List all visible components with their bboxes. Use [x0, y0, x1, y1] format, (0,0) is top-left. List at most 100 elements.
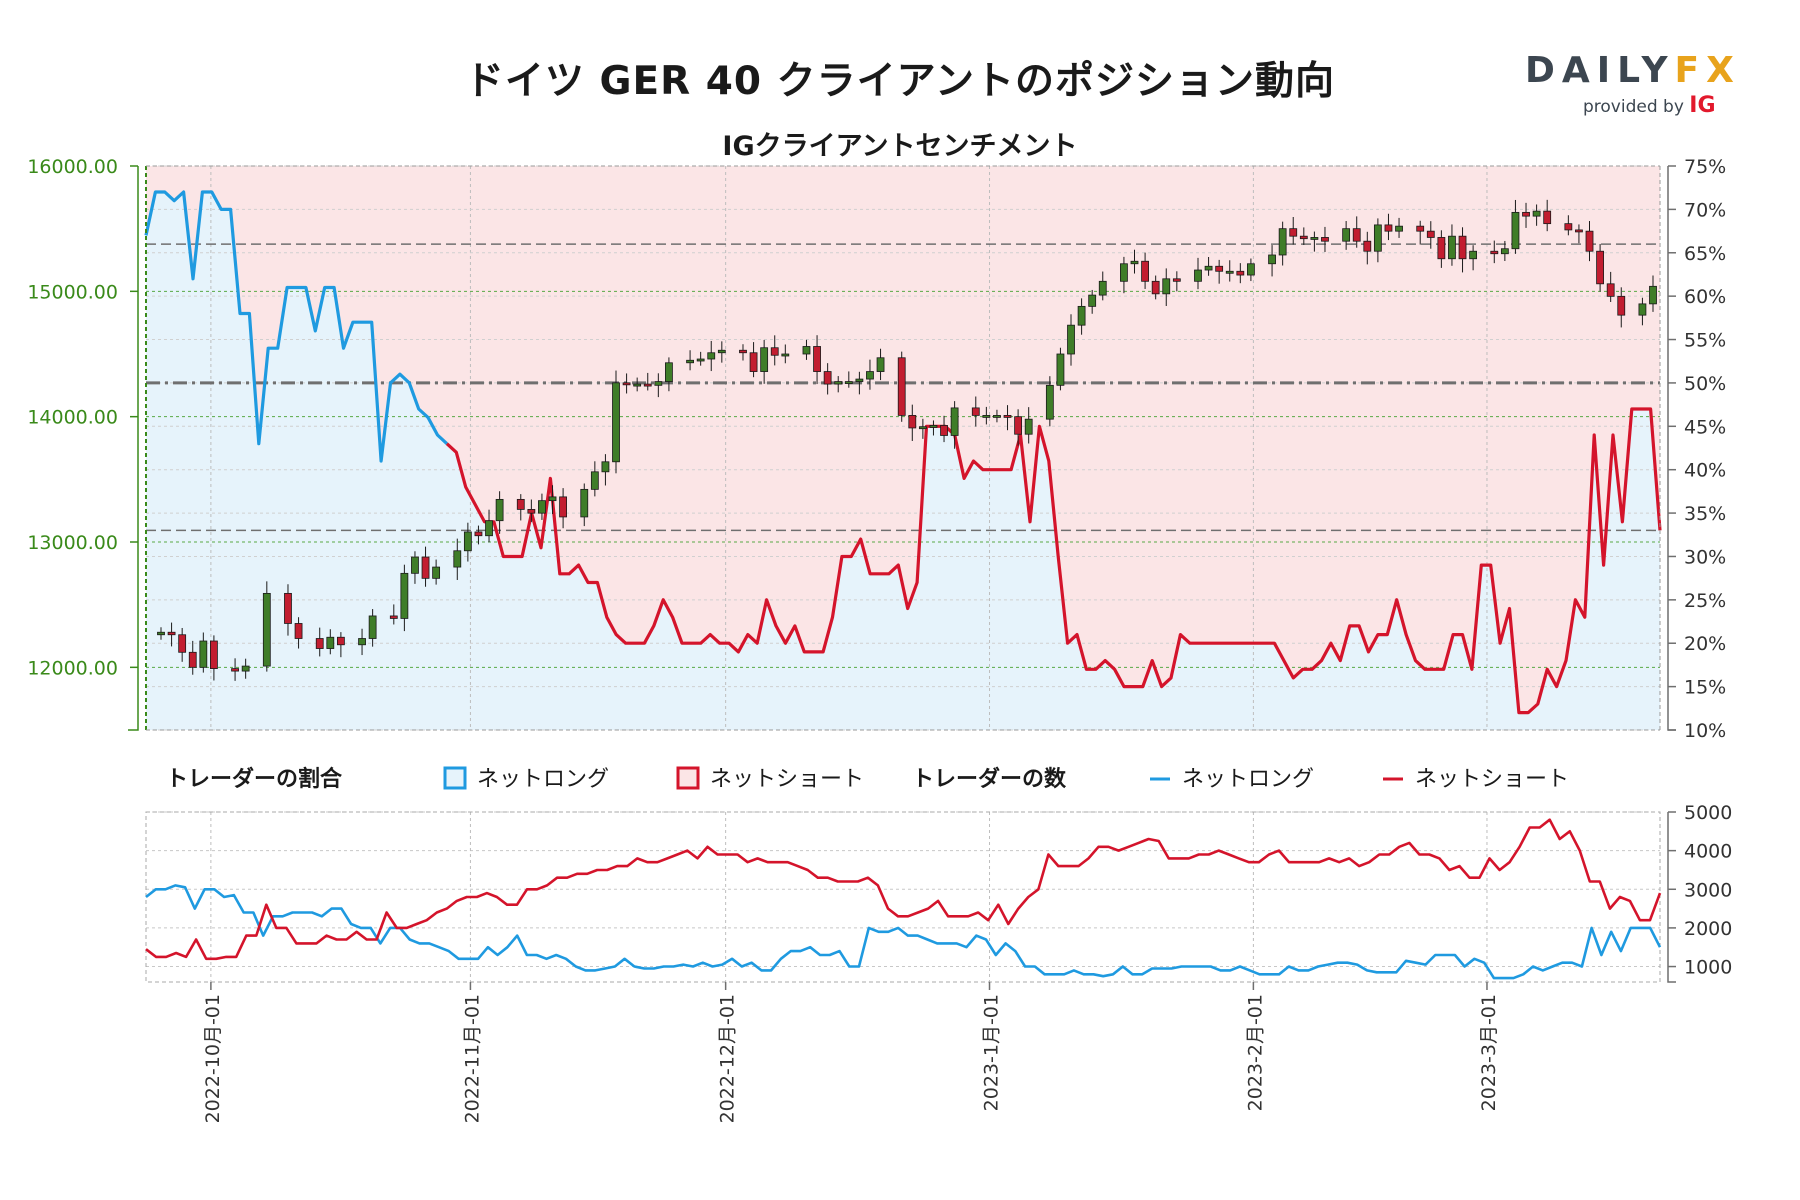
price-candle: [1045, 384, 1054, 420]
price-candle: [855, 378, 864, 382]
count-axis-tick-label: 5000: [1684, 802, 1732, 824]
price-candle: [1299, 235, 1308, 240]
price-candle: [940, 425, 948, 436]
legend-ratio-short-label: ネットショート: [710, 767, 864, 792]
price-candle: [643, 383, 652, 387]
price-candle: [1321, 237, 1329, 242]
price-candle: [188, 651, 197, 668]
date-axis-tick-label: 2023-2月-01: [1244, 994, 1266, 1111]
price-candle: [1289, 228, 1298, 237]
price-candle: [601, 461, 610, 473]
price-candle: [1575, 229, 1583, 233]
price-candle: [1373, 224, 1382, 252]
price-candle: [622, 382, 631, 386]
count-axis-spine: [1667, 812, 1676, 983]
price-candle: [485, 520, 493, 537]
price-candle: [495, 498, 504, 522]
short-sentiment-area: [146, 166, 1660, 713]
logo-brand-main: DAILY: [1525, 50, 1675, 91]
right-axis-tick-label: 30%: [1684, 546, 1726, 568]
chart-title: ドイツ GER 40 クライアントのポジション動向: [464, 59, 1336, 104]
price-candle: [1352, 228, 1361, 242]
left-axis-tick-label: 13000.00: [27, 532, 118, 554]
price-candle: [781, 353, 790, 357]
date-axis-tick-label: 2022-11月-01: [461, 994, 483, 1123]
price-candle: [1448, 235, 1456, 260]
price-candle: [1469, 250, 1478, 260]
right-axis-tick-label: 10%: [1684, 720, 1726, 742]
price-candle: [971, 407, 980, 416]
price-candle: [516, 498, 525, 510]
legend-count-short-label: ネットショート: [1415, 767, 1569, 792]
price-candle: [453, 550, 462, 568]
price-candle: [1564, 223, 1573, 231]
price-candle: [1130, 260, 1139, 265]
price-candle: [802, 346, 811, 355]
price-candle: [1098, 280, 1107, 296]
price-candle: [1151, 280, 1160, 295]
price-candle: [908, 415, 917, 429]
legend-ratio-title: トレーダーの割合: [166, 766, 343, 792]
price-candle: [474, 531, 483, 537]
price-candle: [1437, 237, 1446, 260]
price-candle: [358, 638, 366, 646]
price-candle: [210, 640, 218, 669]
price-candle: [929, 425, 938, 428]
price-candle: [1003, 415, 1012, 418]
trader-count-panel: 1000 2000 3000 4000 5000 2022-10月-01 2022-11月-…: [145, 802, 1732, 1123]
logo-brand-accent: FX: [1674, 50, 1741, 91]
price-candle: [463, 531, 472, 552]
left-axis-tick-label: 15000.00: [27, 281, 118, 303]
right-axis-tick-label: 25%: [1684, 590, 1726, 612]
sentiment-panel: 12000.00 13000.00 14000.00 15000.00 16000.00…: [27, 156, 1726, 742]
net-short-pct-line: [445, 407, 1662, 715]
price-candle: [1596, 250, 1604, 285]
price-candle: [1617, 295, 1626, 316]
count-axis-tick-label: 3000: [1684, 879, 1732, 901]
legend: トレーダーの割合 ネットロング ネットショート トレーダーの数 ネットロング ネ…: [166, 766, 1569, 792]
legend-ratio-long-label: ネットロング: [477, 767, 609, 792]
price-candle: [411, 556, 419, 574]
right-axis-tick-label: 50%: [1684, 373, 1726, 395]
price-candle: [1310, 237, 1319, 240]
legend-ratio-long-swatch: [443, 766, 467, 790]
price-candle: [834, 381, 843, 385]
price-candle: [1194, 269, 1202, 282]
right-axis-tick-label: 15%: [1684, 677, 1726, 699]
price-candle: [548, 496, 557, 502]
legend-count-long-label: ネットロング: [1182, 767, 1314, 792]
net-long-pct-line: [144, 190, 448, 463]
price-candle: [993, 415, 1001, 418]
price-candle: [918, 426, 927, 430]
price-candle: [538, 500, 546, 514]
left-axis-tick-label: 12000.00: [27, 657, 118, 679]
count-axis-tick-label: 2000: [1684, 918, 1732, 940]
price-candle: [813, 346, 821, 372]
price-candle: [284, 592, 292, 624]
price-candle: [336, 636, 345, 646]
price-candle: [1268, 254, 1276, 265]
price-candle: [1247, 263, 1255, 276]
price-candle: [707, 352, 716, 360]
right-axis-spine: [1667, 166, 1676, 731]
price-candle: [823, 371, 832, 385]
date-axis-tick-label: 2022-12月-01: [717, 994, 739, 1123]
date-axis-tick-label: 2023-3月-01: [1478, 994, 1500, 1111]
net-long-count-line: [145, 884, 1662, 980]
price-candle: [167, 631, 176, 636]
price-candle: [1342, 228, 1351, 242]
right-axis-tick-label: 20%: [1684, 633, 1726, 655]
price-candle: [1024, 418, 1033, 435]
price-candle: [897, 357, 906, 416]
price-candle: [612, 382, 620, 463]
price-candle: [368, 615, 377, 639]
count-axis-tick-label: 1000: [1684, 957, 1732, 979]
price-candle: [866, 371, 874, 380]
price-candle: [717, 349, 726, 354]
price-candle: [1511, 211, 1520, 250]
price-candle: [982, 415, 991, 418]
price-candle: [1490, 250, 1499, 255]
left-axis-tick-label: 14000.00: [27, 407, 118, 429]
price-candle: [1204, 265, 1213, 271]
